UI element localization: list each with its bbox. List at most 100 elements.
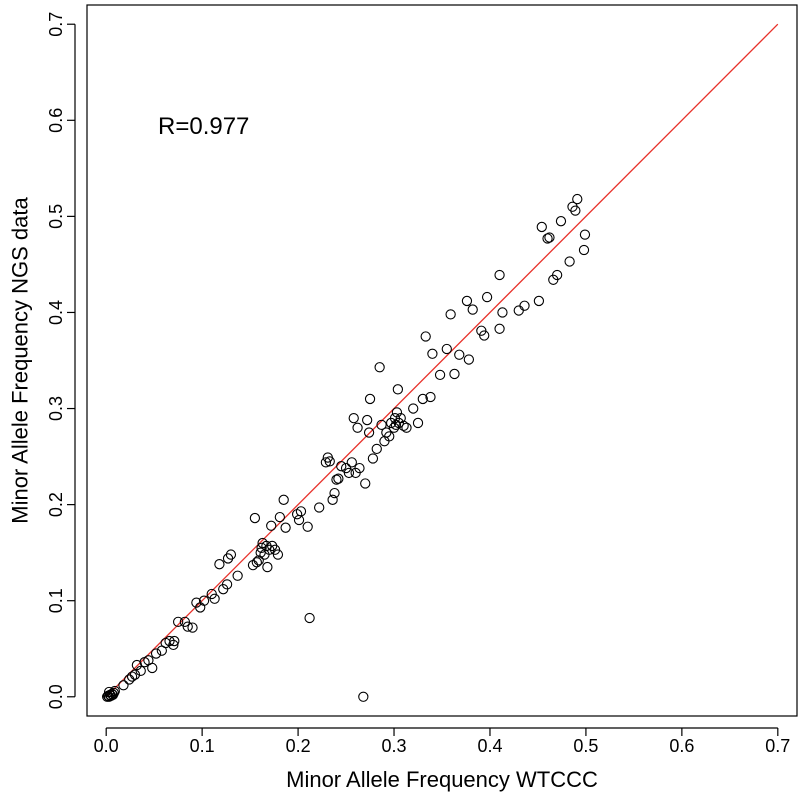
data-point [363,427,375,438]
data-point [352,422,363,433]
data-point [329,487,340,499]
data-point [209,593,220,604]
data-point [551,269,563,281]
data-point [533,295,545,307]
data-point [374,362,385,373]
data-points [101,193,591,702]
data-point [131,659,143,671]
data-point [147,662,158,674]
data-point [536,221,547,233]
data-point [467,304,478,315]
y-tick-label: 0.5 [46,204,66,229]
data-point [126,671,138,682]
data-point [384,431,395,442]
x-tick-label: 0.3 [382,736,407,756]
data-point [461,295,473,307]
data-point [266,520,277,531]
x-tick-label: 0.4 [477,736,502,756]
data-point [481,291,493,303]
data-point [572,193,583,205]
y-axis-title: Minor Allele Frequency NGS data [8,196,33,523]
data-point [494,269,505,281]
data-point [445,309,456,320]
data-point [427,348,438,359]
data-point [324,456,335,467]
x-tick-label: 0.2 [286,736,311,756]
data-point [542,233,553,244]
data-point [391,407,403,418]
data-point [578,244,590,256]
x-tick-label: 0.0 [94,736,119,756]
data-point [376,419,387,431]
data-point [232,570,243,581]
data-point [169,635,180,647]
y-tick-label: 0.3 [46,396,66,421]
data-point [187,622,198,633]
data-point [108,687,120,699]
data-point [398,420,409,431]
data-point [106,688,118,700]
data-point [314,502,325,513]
data-point [497,307,508,318]
plot-frame [86,4,798,717]
data-point [109,685,120,697]
x-axis: 0.0 0.1 0.2 0.3 0.4 0.5 0.6 0.7 [94,727,790,756]
data-point [225,549,237,560]
data-point [364,393,376,405]
y-tick-label: 0.7 [46,12,66,37]
data-point [449,368,460,380]
data-point [182,621,193,632]
data-point [103,686,115,698]
data-point [417,393,428,405]
y-tick-label: 0.2 [46,492,66,517]
data-point [343,467,355,479]
data-point [513,305,524,316]
data-point [434,369,446,381]
data-point [358,691,369,702]
data-point [441,343,452,355]
data-point [262,561,273,573]
y-tick-label: 0.6 [46,108,66,133]
y-tick-label: 0.1 [46,588,66,613]
data-point [221,579,233,590]
data-point [118,680,129,691]
x-tick-label: 0.1 [190,736,215,756]
data-point [135,665,146,676]
data-point [304,612,315,624]
y-tick-label: 0.4 [46,300,66,325]
correlation-annotation: R=0.977 [158,113,249,140]
data-point [392,384,404,395]
data-point [249,512,261,524]
y-tick-label: 0.0 [46,684,66,709]
data-point [331,474,342,485]
data-point [494,323,505,334]
data-point [425,391,436,403]
data-point [479,330,490,341]
data-point [272,549,284,560]
data-point [401,422,412,433]
data-point [463,354,475,365]
data-point [320,457,332,468]
data-point [371,443,382,455]
data-point [253,555,264,566]
data-point [564,256,575,267]
data-point [362,414,373,426]
data-point [274,511,286,523]
data-point [390,419,402,431]
data-point [544,232,555,243]
data-point [164,635,175,647]
x-tick-label: 0.6 [669,736,694,756]
data-point [519,300,530,311]
data-point [327,494,338,505]
data-point [336,461,347,472]
data-point [395,412,406,424]
data-point [302,521,313,532]
data-point [256,542,267,554]
data-point [367,453,379,464]
data-point [346,457,357,468]
data-point [214,559,225,570]
data-point [278,494,289,505]
x-axis-title: Minor Allele Frequency WTCCC [286,767,598,792]
data-point [168,639,179,651]
